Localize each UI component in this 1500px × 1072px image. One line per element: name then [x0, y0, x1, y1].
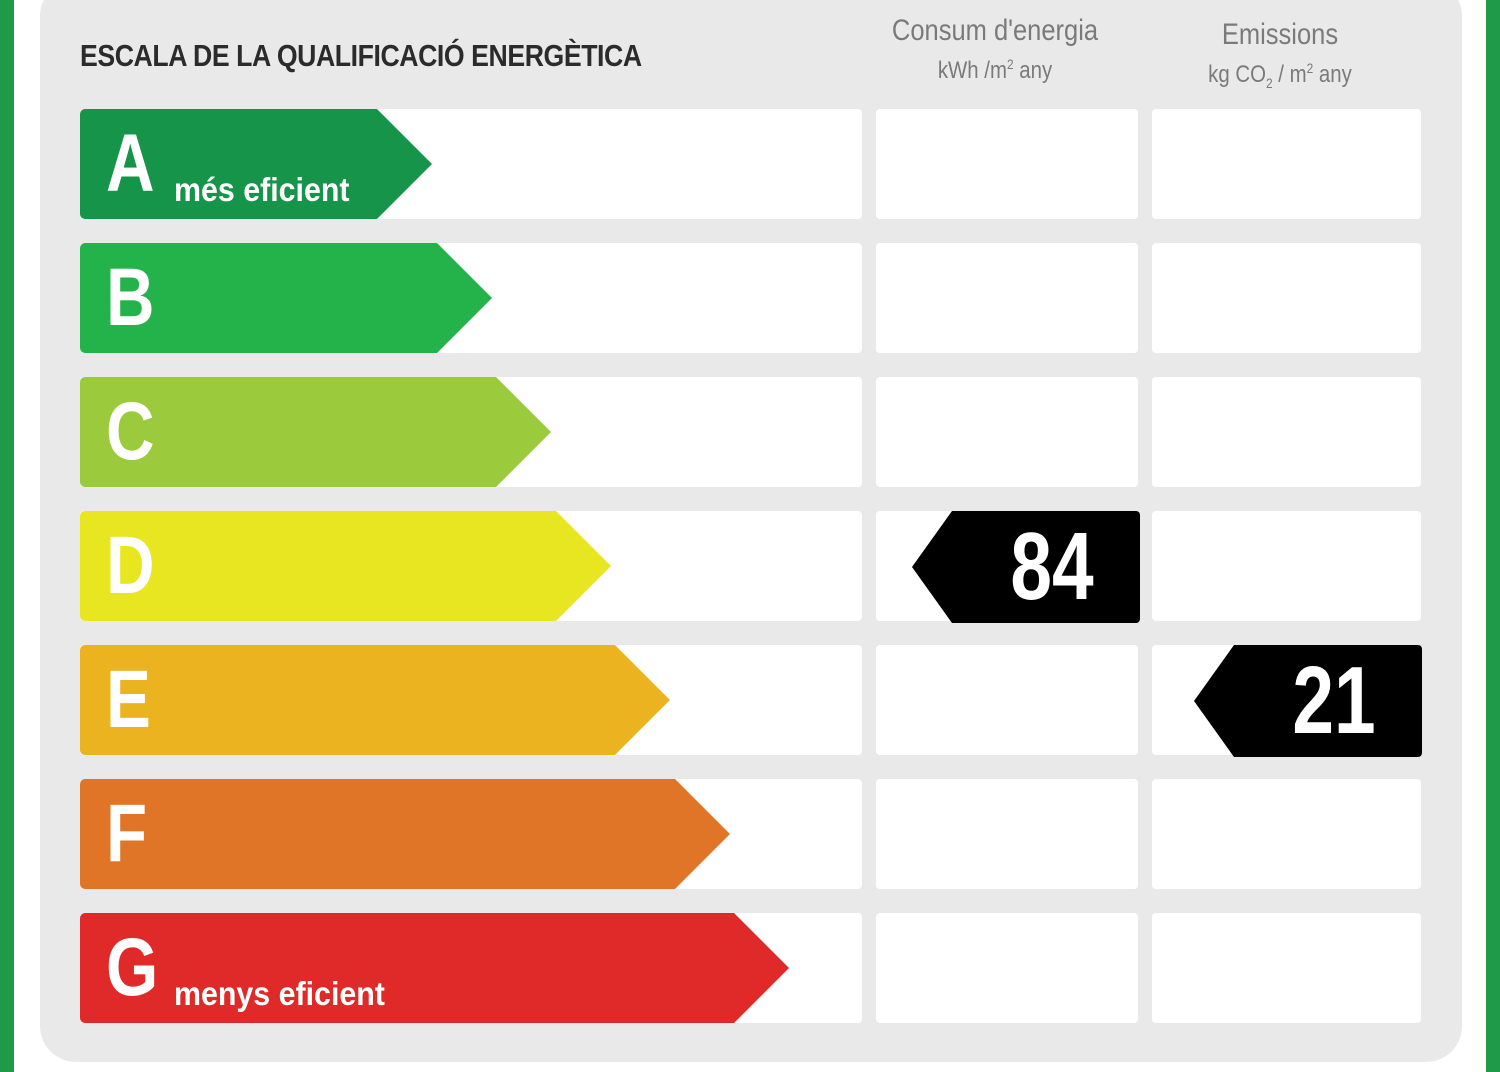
emissions-cell-c	[1152, 377, 1421, 487]
consumption-cell-f	[876, 779, 1138, 889]
rating-letter: C	[106, 386, 155, 477]
emissions-column-header: Emissions kg CO2 / m2 any	[1150, 18, 1410, 91]
frame-border-left	[0, 0, 14, 1072]
rating-letter: A	[106, 118, 155, 209]
consumption-label: Consum d'energia	[891, 14, 1099, 47]
rating-arrow-e: E	[80, 645, 670, 755]
rating-letter: G	[106, 922, 159, 1013]
consumption-marker-value: 84	[1010, 513, 1094, 620]
emissions-unit: kg CO2 / m2 any	[1208, 60, 1352, 91]
consumption-column-header: Consum d'energia kWh /m2 any	[860, 14, 1130, 85]
rating-arrow-b: B	[80, 243, 492, 353]
consumption-cell-a	[876, 109, 1138, 219]
rating-arrow-c: C	[80, 377, 551, 487]
emissions-cell-b	[1152, 243, 1421, 353]
rating-arrow-d: D	[80, 511, 611, 621]
emissions-cell-f	[1152, 779, 1421, 889]
emissions-label: Emissions	[1221, 18, 1339, 51]
rating-letter: E	[106, 654, 151, 745]
rating-sublabel: més eficient	[174, 171, 350, 208]
emissions-cell-d	[1152, 511, 1421, 621]
consumption-cell-e	[876, 645, 1138, 755]
rating-arrow-f: F	[80, 779, 730, 889]
label-title: ESCALA DE LA QUALIFICACIÓ ENERGÈTICA	[80, 38, 642, 73]
frame-border-right	[1486, 0, 1500, 1072]
consumption-cell-b	[876, 243, 1138, 353]
rating-letter: B	[106, 252, 155, 343]
rating-letter: D	[106, 520, 155, 611]
emissions-marker: 21	[1194, 645, 1422, 757]
rating-letter: F	[106, 788, 148, 879]
consumption-cell-c	[876, 377, 1138, 487]
emissions-marker-value: 21	[1292, 647, 1376, 754]
rating-sublabel: menys eficient	[174, 975, 385, 1012]
emissions-cell-g	[1152, 913, 1421, 1023]
emissions-cell-a	[1152, 109, 1421, 219]
consumption-cell-g	[876, 913, 1138, 1023]
consumption-marker: 84	[912, 511, 1140, 623]
consumption-unit: kWh /m2 any	[937, 56, 1053, 84]
